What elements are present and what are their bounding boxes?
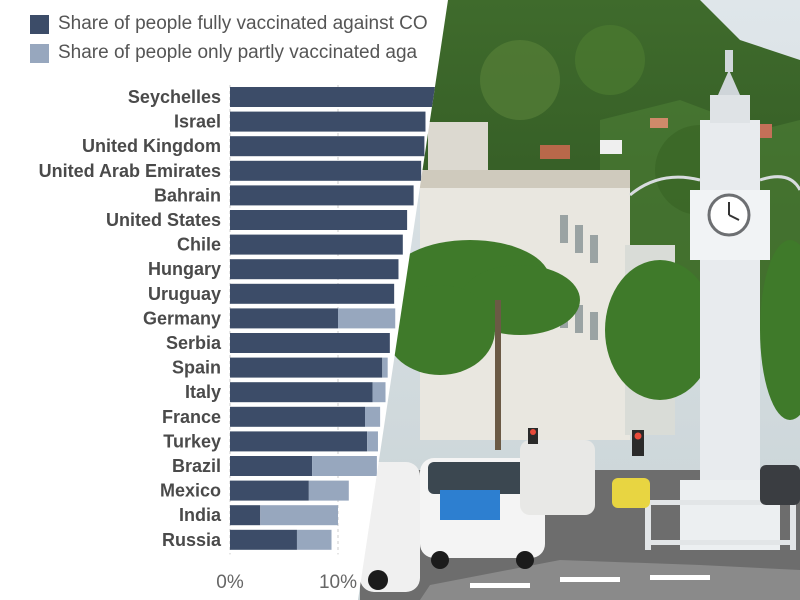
bar-partly-russia [296,529,332,550]
legend-swatch-partly [30,44,49,63]
legend-label-partly: Share of people only partly vaccinated a… [58,42,418,63]
bar-fully-united-kingdom [230,136,425,157]
legend-label-fully: Share of people fully vaccinated against… [58,13,428,34]
country-label-serbia: Serbia [166,333,222,353]
bar-fully-chile [230,234,403,255]
country-label-germany: Germany [143,308,221,328]
legend-swatch-fully [30,15,49,34]
bar-fully-seychelles [230,87,441,107]
country-label-united-kingdom: United Kingdom [82,136,221,156]
bar-partly-italy [372,382,386,403]
bar-fully-serbia [230,333,390,353]
bar-fully-mexico [230,480,309,501]
bar-fully-italy [230,382,373,403]
country-label-russia: Russia [162,530,222,550]
bar-partly-turkey [367,431,378,452]
bar-fully-india [230,505,261,526]
bar-fully-france [230,406,365,427]
x-tick-label-0: 0% [216,572,244,593]
bar-partly-mexico [308,480,349,501]
country-label-mexico: Mexico [160,481,221,501]
country-label-spain: Spain [172,358,221,378]
country-label-united-states: United States [106,210,221,230]
bar-partly-germany [338,308,396,329]
country-label-italy: Italy [185,382,221,402]
bar-fully-israel [230,111,426,132]
country-label-turkey: Turkey [163,431,221,451]
country-label-israel: Israel [174,112,221,132]
country-label-india: India [179,505,222,525]
country-label-hungary: Hungary [148,259,221,279]
bar-fully-turkey [230,431,368,452]
bar-partly-france [365,406,381,427]
bar-fully-hungary [230,259,399,280]
bar-partly-india [260,505,338,526]
bar-fully-germany [230,308,338,329]
country-label-france: France [162,407,221,427]
country-label-uruguay: Uruguay [148,284,221,304]
country-label-chile: Chile [177,235,221,255]
bar-fully-united-states [230,210,408,230]
country-label-bahrain: Bahrain [154,185,221,205]
bar-fully-brazil [230,456,313,476]
bar-partly-brazil [312,456,377,476]
x-tick-label-1: 10% [319,572,357,593]
bar-fully-uruguay [230,283,395,304]
country-label-seychelles: Seychelles [128,87,221,107]
country-label-united-arab-emirates: United Arab Emirates [39,161,221,181]
bar-partly-spain [382,357,388,378]
bar-fully-united-arab-emirates [230,160,422,181]
bar-fully-bahrain [230,185,414,206]
bar-fully-spain [230,357,383,378]
country-label-brazil: Brazil [172,456,221,476]
bar-fully-russia [230,529,297,550]
